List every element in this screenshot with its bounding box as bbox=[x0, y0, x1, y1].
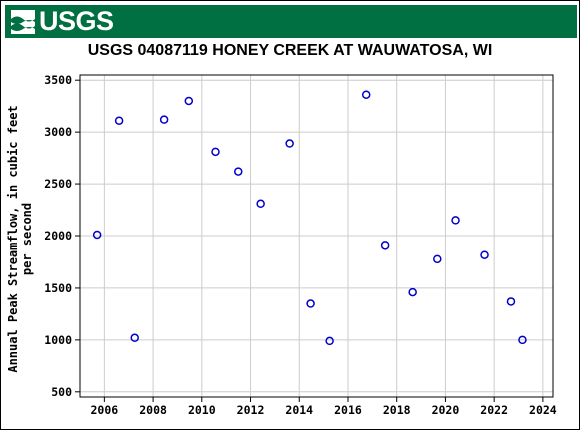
x-tick-label: 2020 bbox=[432, 403, 460, 417]
data-point bbox=[451, 216, 460, 225]
data-point bbox=[234, 167, 243, 176]
x-tick-label: 2014 bbox=[285, 403, 313, 417]
data-point bbox=[325, 336, 334, 346]
y-tick-label: 2000 bbox=[44, 229, 72, 243]
usgs-wave-icon bbox=[11, 9, 35, 34]
x-tick-label: 2016 bbox=[334, 403, 362, 417]
y-axis-title-line-2: per second bbox=[20, 203, 34, 275]
data-point bbox=[380, 241, 390, 250]
data-point bbox=[433, 254, 442, 264]
data-point bbox=[211, 147, 220, 157]
tick-layer: 500 1000 1500 2000 2500 3000 3500 2006 2008 2010 2… bbox=[44, 73, 557, 417]
data-point bbox=[92, 230, 102, 240]
x-tick-label: 2008 bbox=[139, 403, 167, 417]
data-point bbox=[285, 139, 294, 148]
x-tick-label: 2022 bbox=[480, 403, 508, 417]
chart-title: USGS 04087119 HONEY CREEK AT WAUWATOSA, … bbox=[87, 42, 493, 59]
y-tick-label: 1000 bbox=[44, 333, 72, 347]
y-tick-label: 2500 bbox=[44, 177, 72, 191]
data-point bbox=[480, 250, 489, 259]
x-tick-label: 2010 bbox=[188, 403, 216, 417]
data-point bbox=[518, 335, 527, 345]
y-tick-label: 500 bbox=[51, 385, 72, 399]
y-tick-label: 1500 bbox=[44, 281, 72, 295]
data-points bbox=[92, 90, 527, 346]
data-point bbox=[306, 299, 315, 308]
x-tick-label: 2024 bbox=[529, 403, 557, 417]
x-tick-label: 2006 bbox=[91, 403, 119, 417]
y-tick-label: 3000 bbox=[44, 125, 72, 139]
data-point bbox=[506, 297, 516, 306]
data-point bbox=[184, 96, 194, 106]
data-point bbox=[159, 115, 169, 124]
usgs-header-banner: USGS bbox=[5, 5, 577, 38]
x-tick-label: 2012 bbox=[237, 403, 265, 417]
data-point bbox=[408, 287, 417, 297]
y-axis-title-line-1: Annual Peak Streamflow, in cubic feet bbox=[6, 105, 20, 372]
usgs-logo-text: USGS bbox=[39, 6, 114, 36]
usgs-logo[interactable]: USGS bbox=[11, 6, 114, 36]
data-point bbox=[130, 333, 139, 343]
data-point bbox=[256, 199, 265, 209]
grid-layer bbox=[80, 75, 553, 397]
y-tick-label: 3500 bbox=[44, 73, 72, 87]
data-point bbox=[361, 90, 371, 99]
data-point bbox=[114, 116, 124, 125]
x-tick-label: 2018 bbox=[383, 403, 411, 417]
